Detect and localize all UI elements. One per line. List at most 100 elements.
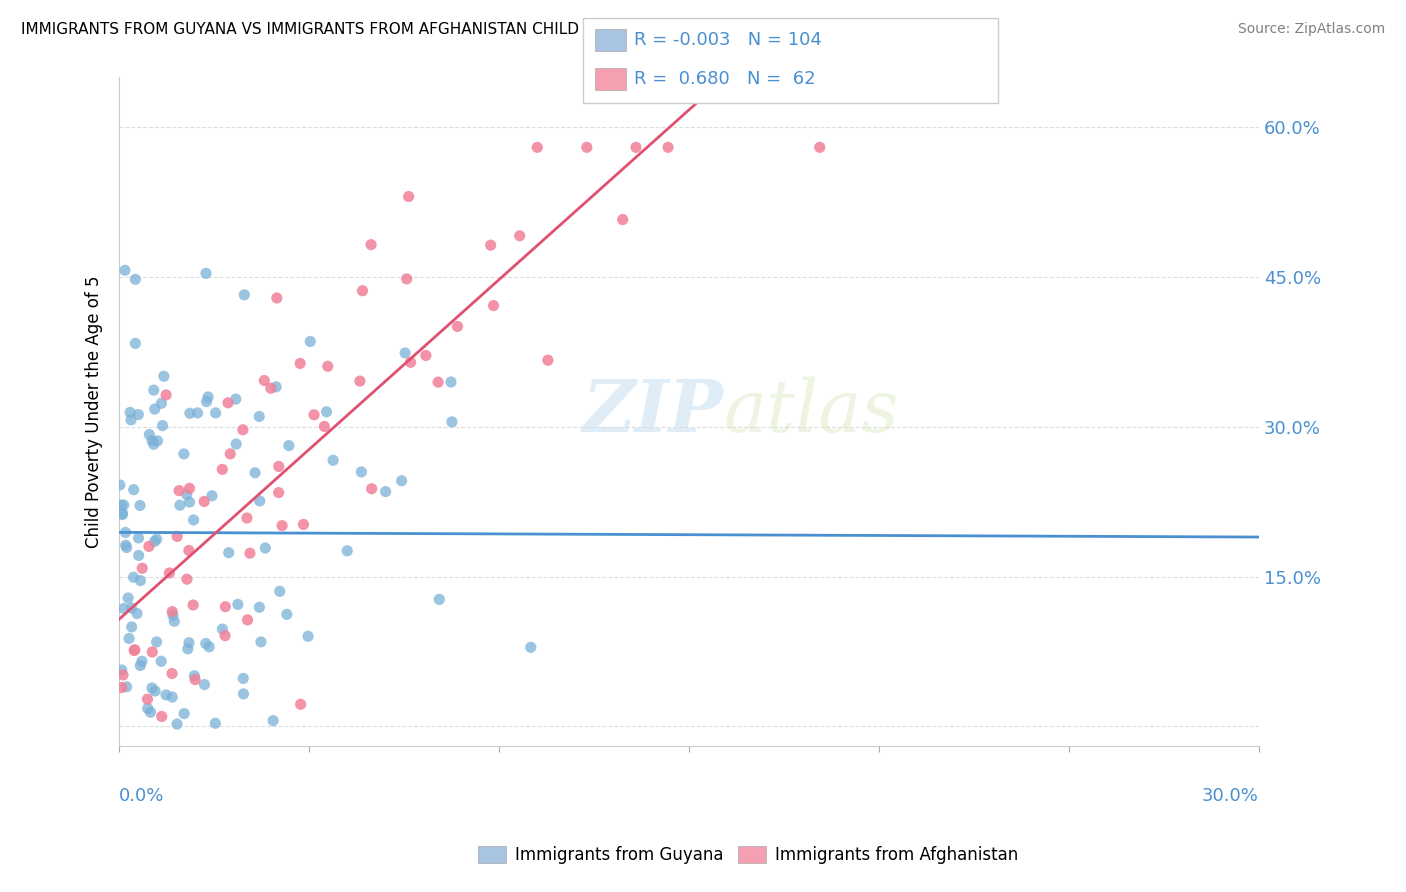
Text: 0.0%: 0.0% <box>120 787 165 805</box>
Point <box>173 706 195 721</box>
Point <box>233 287 256 301</box>
Point <box>482 299 505 313</box>
Point <box>177 636 200 650</box>
Point <box>271 518 294 533</box>
Point <box>162 605 184 619</box>
Point <box>276 607 298 622</box>
Point <box>142 383 165 397</box>
Point <box>277 439 299 453</box>
Point <box>302 408 325 422</box>
Point <box>150 654 173 668</box>
Point <box>136 701 159 715</box>
Point <box>114 263 136 277</box>
Point <box>115 541 138 555</box>
Point <box>292 517 315 532</box>
Point <box>143 534 166 549</box>
Point <box>236 511 259 525</box>
Point <box>264 380 287 394</box>
Point <box>193 494 215 508</box>
Point <box>225 392 247 406</box>
Point <box>162 608 184 623</box>
Point <box>122 570 145 584</box>
Point <box>136 692 159 706</box>
Point <box>177 543 200 558</box>
Point <box>122 483 145 497</box>
Point <box>141 645 163 659</box>
Point <box>254 541 277 555</box>
Point <box>179 481 201 495</box>
Point <box>160 666 183 681</box>
Text: R =  0.680   N =  62: R = 0.680 N = 62 <box>634 70 815 88</box>
Point <box>143 684 166 698</box>
Point <box>177 641 200 656</box>
Point <box>145 635 167 649</box>
Point <box>128 531 150 545</box>
Point <box>121 620 143 634</box>
Point <box>124 336 146 351</box>
Point <box>141 681 163 695</box>
Text: R = -0.003   N = 104: R = -0.003 N = 104 <box>634 31 823 49</box>
Point <box>176 487 198 501</box>
Point <box>120 601 142 615</box>
Point <box>290 698 312 712</box>
Point <box>446 319 468 334</box>
Point <box>374 484 396 499</box>
Point <box>201 489 224 503</box>
Point <box>127 408 149 422</box>
Point <box>198 640 221 654</box>
Point <box>166 717 188 731</box>
Point <box>117 591 139 605</box>
Point <box>111 668 134 682</box>
Point <box>440 415 463 429</box>
Point <box>239 546 262 560</box>
Point <box>211 462 233 476</box>
Point <box>236 613 259 627</box>
Point <box>232 672 254 686</box>
Text: Immigrants from Afghanistan: Immigrants from Afghanistan <box>775 846 1018 863</box>
Point <box>415 349 437 363</box>
Point <box>316 359 339 374</box>
Point <box>150 709 173 723</box>
Point <box>195 394 218 409</box>
Point <box>214 629 236 643</box>
Point <box>114 538 136 552</box>
Point <box>808 140 831 154</box>
Point <box>120 405 142 419</box>
Point <box>150 396 173 410</box>
Point <box>141 434 163 448</box>
Point <box>395 272 418 286</box>
Point <box>129 658 152 673</box>
Point <box>314 419 336 434</box>
Y-axis label: Child Poverty Under the Age of 5: Child Poverty Under the Age of 5 <box>86 276 103 549</box>
Point <box>184 673 207 687</box>
Point <box>176 572 198 586</box>
Point <box>129 499 152 513</box>
Point <box>225 437 247 451</box>
Point <box>193 677 215 691</box>
Point <box>509 228 531 243</box>
Point <box>111 663 134 677</box>
Point <box>114 525 136 540</box>
Point <box>128 549 150 563</box>
Point <box>226 598 249 612</box>
Point <box>111 681 134 695</box>
Point <box>155 388 177 402</box>
Text: Source: ZipAtlas.com: Source: ZipAtlas.com <box>1237 22 1385 37</box>
Point <box>249 494 271 508</box>
Point <box>169 498 191 512</box>
Point <box>143 402 166 417</box>
Point <box>183 513 205 527</box>
Point <box>108 478 131 492</box>
Point <box>129 574 152 588</box>
Point <box>124 642 146 657</box>
Point <box>142 437 165 451</box>
Point <box>120 413 142 427</box>
Point <box>537 353 560 368</box>
Point <box>427 375 450 389</box>
Text: IMMIGRANTS FROM GUYANA VS IMMIGRANTS FROM AFGHANISTAN CHILD POVERTY UNDER THE AG: IMMIGRANTS FROM GUYANA VS IMMIGRANTS FRO… <box>21 22 994 37</box>
Point <box>124 272 146 286</box>
Point <box>131 654 153 668</box>
Point <box>115 680 138 694</box>
Point <box>125 607 148 621</box>
Point <box>173 447 195 461</box>
